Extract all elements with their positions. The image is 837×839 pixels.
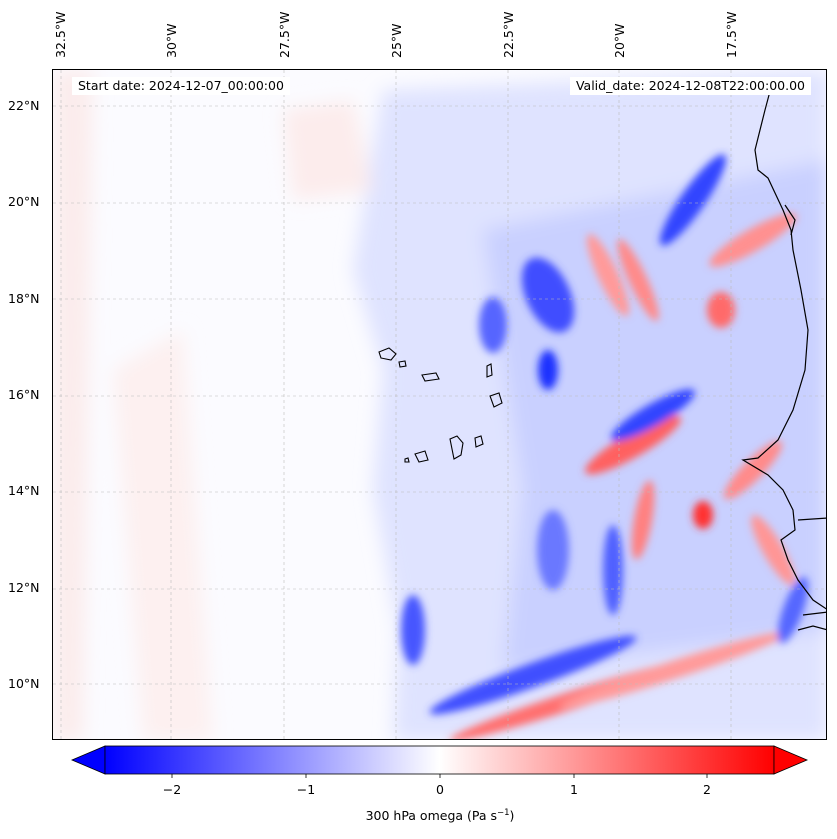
colorbar-min-arrow: [70, 745, 106, 775]
lat-label-14n: 14°N: [8, 483, 40, 498]
colorbar-tick-0: 0: [436, 782, 444, 797]
lat-label-12n: 12°N: [8, 580, 40, 595]
colorbar-max-arrow: [773, 745, 809, 775]
colorbar-gradient: [104, 745, 775, 775]
lon-label-17-5w: 17.5°W: [724, 11, 739, 58]
colorbar-label: 300 hPa omega (Pa s−1): [365, 808, 515, 824]
colorbar-tick-neg2: −2: [162, 782, 182, 797]
lon-label-30w: 30°W: [164, 23, 179, 58]
start-date-label: Start date: 2024-12-07_00:00:00: [72, 77, 290, 95]
map-gridlines: [53, 70, 826, 739]
colorbar-tick-neg1: −1: [296, 782, 316, 797]
colorbar: [70, 745, 809, 778]
coastline: [741, 79, 826, 631]
lat-label-16n: 16°N: [8, 387, 40, 402]
lat-label-18n: 18°N: [8, 291, 40, 306]
lon-label-20w: 20°W: [612, 23, 627, 58]
lon-label-32-5w: 32.5°W: [53, 11, 68, 58]
omega-field-map: [53, 70, 826, 739]
lon-label-22-5w: 22.5°W: [501, 11, 516, 58]
lat-label-10n: 10°N: [8, 676, 40, 691]
omega-streaks: [401, 154, 809, 739]
lon-label-25w: 25°W: [389, 23, 404, 58]
map-panel: [52, 69, 827, 740]
lat-label-22n: 22°N: [8, 98, 40, 113]
lon-label-27-5w: 27.5°W: [277, 11, 292, 58]
colorbar-tick-2: 2: [703, 782, 711, 797]
valid-date-label: Valid_date: 2024-12-08T22:00:00.00: [569, 77, 811, 95]
lat-label-20n: 20°N: [8, 194, 40, 209]
cape-verde-islands: [378, 347, 503, 463]
colorbar-tick-1: 1: [570, 782, 578, 797]
